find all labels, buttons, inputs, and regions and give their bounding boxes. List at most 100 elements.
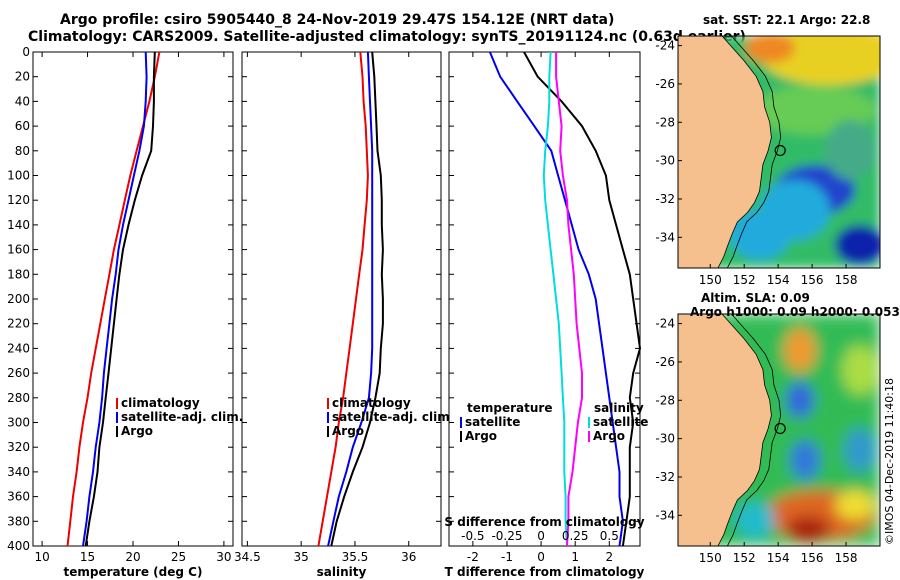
diff-legend-left-label: temperature bbox=[467, 401, 552, 415]
differences-plot-frame bbox=[448, 51, 641, 547]
sla-map-frame bbox=[677, 313, 881, 547]
diff-s-axis-label: S difference from climatology bbox=[444, 515, 644, 529]
depth-tick-label: 40 bbox=[15, 94, 30, 108]
sla-ytick-label: -32 bbox=[655, 470, 675, 484]
depth-tick-label: 20 bbox=[15, 70, 30, 84]
sst-ytick-label: -34 bbox=[655, 230, 675, 244]
temperature-xtick-label: 25 bbox=[171, 550, 186, 564]
sla-ytick-label: -34 bbox=[655, 508, 675, 522]
diff-legend-left-label: Argo bbox=[465, 429, 497, 443]
sla-high-patch bbox=[835, 490, 875, 520]
figure-title-line1: Argo profile: csiro 5905440_8 24-Nov-201… bbox=[60, 12, 615, 28]
sst-ytick-label: -28 bbox=[655, 115, 675, 129]
depth-tick-label: 360 bbox=[7, 490, 30, 504]
temperature-xlabel: temperature (deg C) bbox=[64, 565, 203, 579]
sst-patch bbox=[825, 120, 875, 180]
temperature-legend-label: satellite-adj. clim. bbox=[121, 410, 243, 424]
temperature-series-line bbox=[82, 51, 148, 547]
depth-tick-label: 240 bbox=[7, 341, 30, 355]
sst-ytick-label: -30 bbox=[655, 154, 675, 168]
sla-xtick-label: 158 bbox=[835, 551, 858, 565]
differences-xlabel: T difference from climatology bbox=[445, 565, 645, 579]
depth-tick-label: 180 bbox=[7, 267, 30, 281]
depth-tick-label: 200 bbox=[7, 292, 30, 306]
sst-xtick-label: 158 bbox=[835, 273, 858, 287]
sla-ytick-label: -24 bbox=[655, 317, 675, 331]
differences-xtick-label: -2 bbox=[467, 550, 479, 564]
sst-ytick-label: -26 bbox=[655, 77, 675, 91]
diff-s-tick-label: 0 bbox=[537, 529, 545, 543]
salinity-xtick-label: 36 bbox=[401, 550, 416, 564]
differences-xtick-label: 1 bbox=[571, 550, 579, 564]
depth-tick-label: 220 bbox=[7, 317, 30, 331]
sla-xtick-label: 150 bbox=[699, 551, 722, 565]
sla-ytick-label: -26 bbox=[655, 355, 675, 369]
sla-shelf-contour bbox=[726, 314, 782, 546]
sla-xtick-label: 156 bbox=[801, 551, 824, 565]
diff-legend-left-label: satellite bbox=[465, 415, 520, 429]
temperature-xtick-label: 30 bbox=[216, 550, 231, 564]
differences-series-line bbox=[542, 51, 568, 547]
sst-ytick-label: -32 bbox=[655, 192, 675, 206]
salinity-series-line bbox=[330, 51, 384, 547]
temperature-xtick-label: 15 bbox=[80, 550, 95, 564]
sst-map-title: sat. SST: 22.1 Argo: 22.8 bbox=[703, 13, 871, 27]
sst-map-frame bbox=[677, 35, 881, 269]
sla-xtick-label: 154 bbox=[767, 551, 790, 565]
depth-tick-label: 0 bbox=[22, 45, 30, 59]
sla-map-title-line1: Altim. SLA: 0.09 bbox=[701, 291, 810, 305]
diff-legend-right-label: satellite bbox=[593, 415, 648, 429]
sst-argo-marker bbox=[774, 144, 786, 157]
depth-tick-label: 80 bbox=[15, 144, 30, 158]
sst-cold-patch bbox=[835, 225, 880, 265]
temperature-legend-label: climatology bbox=[121, 396, 200, 410]
diff-legend-right-label: salinity bbox=[594, 401, 644, 415]
temperature-plot-frame bbox=[32, 51, 234, 547]
salinity-xlabel: salinity bbox=[317, 565, 367, 579]
sst-xtick-label: 152 bbox=[733, 273, 756, 287]
diff-s-tick-label: 0.5 bbox=[600, 529, 619, 543]
sst-xtick-label: 150 bbox=[699, 273, 722, 287]
sst-shelf-contour bbox=[726, 36, 782, 268]
sst-cool-patch bbox=[730, 210, 790, 260]
sla-xtick-label: 152 bbox=[733, 551, 756, 565]
salinity-xtick-label: 35 bbox=[294, 550, 309, 564]
depth-tick-label: 120 bbox=[7, 193, 30, 207]
temperature-legend-label: Argo bbox=[121, 424, 153, 438]
depth-tick-label: 140 bbox=[7, 218, 30, 232]
credit-label: ©IMOS 04-Dec-2019 11:40:18 bbox=[883, 378, 896, 545]
sla-low-patch bbox=[790, 440, 820, 480]
depth-tick-label: 300 bbox=[7, 416, 30, 430]
depth-tick-label: 100 bbox=[7, 169, 30, 183]
depth-tick-label: 260 bbox=[7, 366, 30, 380]
sst-xtick-label: 154 bbox=[767, 273, 790, 287]
sla-low-patch bbox=[735, 502, 775, 538]
salinity-series-line bbox=[317, 51, 369, 547]
salinity-legend-label: Argo bbox=[332, 424, 364, 438]
sla-ytick-label: -30 bbox=[655, 432, 675, 446]
depth-tick-label: 320 bbox=[7, 440, 30, 454]
depth-tick-label: 400 bbox=[7, 539, 30, 553]
differences-xtick-label: 2 bbox=[605, 550, 613, 564]
sla-map bbox=[678, 314, 880, 546]
sla-high-patch bbox=[784, 328, 816, 372]
temperature-xtick-label: 20 bbox=[125, 550, 140, 564]
diff-legend-right-label: Argo bbox=[593, 429, 625, 443]
temperature-series-line bbox=[84, 51, 156, 547]
diff-s-tick-label: 0.25 bbox=[562, 529, 589, 543]
depth-tick-label: 380 bbox=[7, 514, 30, 528]
sla-argo-marker bbox=[774, 422, 786, 435]
sst-land bbox=[678, 36, 772, 268]
temperature-series-line bbox=[66, 51, 161, 547]
depth-tick-label: 280 bbox=[7, 391, 30, 405]
sla-low-patch bbox=[786, 382, 814, 418]
sst-ytick-label: -24 bbox=[655, 39, 675, 53]
sla-peak-patch bbox=[786, 516, 830, 544]
salinity-legend-label: satellite-adj. clim. bbox=[332, 410, 454, 424]
sla-map-title-line2: Argo h1000: 0.09 h2000: 0.053 bbox=[690, 305, 900, 319]
differences-series-line bbox=[555, 52, 583, 547]
salinity-xtick-label: 34.5 bbox=[234, 550, 261, 564]
salinity-legend-label: climatology bbox=[332, 396, 411, 410]
sst-warm-patch bbox=[745, 36, 795, 63]
